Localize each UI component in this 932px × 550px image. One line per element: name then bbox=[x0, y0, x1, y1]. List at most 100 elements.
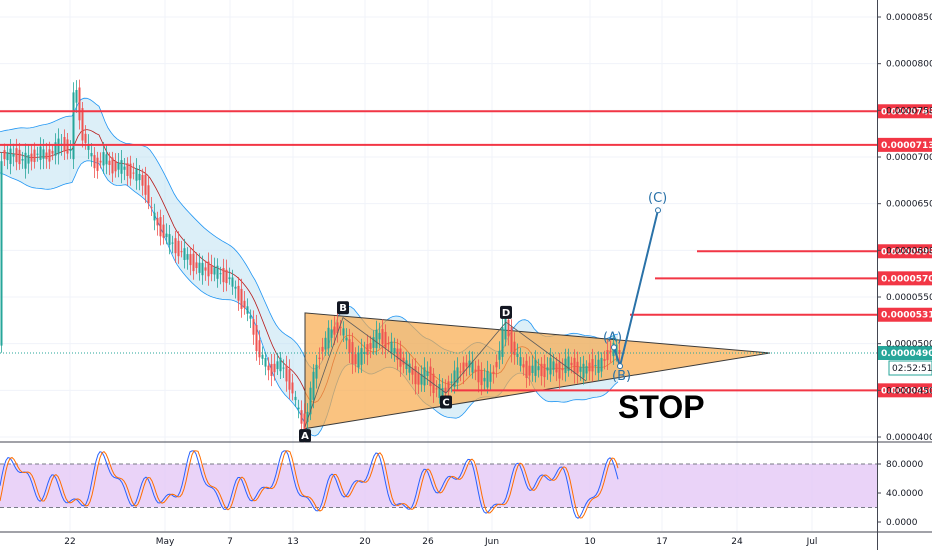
candle-body bbox=[204, 267, 207, 271]
candle-body bbox=[402, 357, 405, 365]
candle-body bbox=[162, 224, 165, 238]
osc-tick-label: 40.0000 bbox=[886, 489, 923, 499]
wave-point-b[interactable] bbox=[337, 301, 349, 315]
candle-body bbox=[513, 341, 516, 355]
candle-body bbox=[618, 350, 621, 354]
candle-body bbox=[240, 288, 243, 309]
candle-body bbox=[0, 161, 3, 346]
candle-body bbox=[516, 353, 519, 357]
candle-body bbox=[72, 92, 75, 160]
horizontal-levels[interactable]: 0.0000749 0.0000713 0.0000599 0.0000570 0.00… bbox=[0, 104, 932, 398]
candle-body bbox=[357, 352, 360, 368]
candle-body bbox=[498, 350, 501, 360]
candle-body bbox=[9, 148, 12, 164]
candle-body bbox=[51, 150, 54, 154]
candle-body bbox=[603, 359, 606, 361]
candle-body bbox=[333, 326, 336, 335]
candle-body bbox=[15, 148, 18, 163]
candle-body bbox=[120, 160, 123, 174]
date-tick-label: 20 bbox=[359, 537, 371, 547]
level-badge bbox=[878, 271, 932, 286]
price-tick-label: 0.0000450 bbox=[886, 386, 932, 396]
candle-body bbox=[483, 377, 486, 382]
candle-body bbox=[582, 363, 585, 378]
level-badge bbox=[878, 307, 932, 322]
candle-body bbox=[3, 150, 6, 160]
candle-body bbox=[219, 273, 222, 275]
candle-body bbox=[105, 154, 108, 165]
candle-body bbox=[216, 265, 219, 279]
projection-point bbox=[611, 344, 617, 351]
candle-body bbox=[24, 152, 27, 169]
candle-body bbox=[540, 363, 543, 377]
price-tick-label: 0.0000850 bbox=[886, 13, 932, 23]
candle-body bbox=[243, 300, 246, 308]
date-tick-label: May bbox=[156, 537, 175, 547]
candle-body bbox=[228, 277, 231, 280]
level-badge bbox=[878, 383, 932, 398]
candle-body bbox=[93, 155, 96, 169]
candle-body bbox=[108, 160, 111, 165]
level-badge-label: 0.0000450 bbox=[881, 386, 932, 396]
candle-body bbox=[138, 173, 141, 181]
wave-point-c[interactable] bbox=[440, 395, 452, 409]
candle-body bbox=[300, 410, 303, 424]
candle-body bbox=[543, 363, 546, 378]
candle-body bbox=[258, 340, 261, 358]
candle-body bbox=[276, 361, 279, 370]
candle-body bbox=[381, 329, 384, 345]
candle-body bbox=[282, 367, 285, 369]
candle-body bbox=[6, 152, 9, 161]
candle-body bbox=[180, 251, 183, 253]
candle-body bbox=[525, 360, 528, 378]
candle-body bbox=[339, 326, 342, 329]
osc-tick-label: 0.0000 bbox=[886, 518, 918, 528]
candle-body bbox=[588, 362, 591, 372]
candle-body bbox=[264, 358, 267, 367]
date-axis[interactable]: 22 May 7 13 20 26 Jun 10 17 24 Jul bbox=[64, 537, 817, 547]
current-price-badge bbox=[878, 346, 932, 360]
candle-body bbox=[312, 371, 315, 400]
candle-body bbox=[249, 315, 252, 319]
osc-band-fill bbox=[0, 464, 877, 508]
wave-point-d[interactable] bbox=[500, 305, 512, 319]
candle-body bbox=[354, 354, 357, 365]
candle-body bbox=[453, 370, 456, 387]
candle-body bbox=[591, 359, 594, 372]
price-tick-label: 0.0000800 bbox=[886, 60, 932, 70]
wave-point-label: A bbox=[301, 431, 309, 442]
candle-body bbox=[534, 359, 537, 376]
candle-body bbox=[330, 329, 333, 338]
candle-body bbox=[576, 361, 579, 374]
projection-point bbox=[617, 363, 623, 370]
price-axis[interactable]: 0.0000850 0.0000800 0.0000750 0.0000700 0.00… bbox=[877, 13, 932, 443]
candle-body bbox=[90, 153, 93, 157]
level-badge-label: 0.0000531 bbox=[881, 311, 932, 321]
wave-path bbox=[304, 316, 587, 427]
candle-body bbox=[117, 163, 120, 170]
candle-body bbox=[153, 212, 156, 221]
candle-body bbox=[186, 254, 189, 260]
candle-body bbox=[435, 388, 438, 390]
candle-body bbox=[81, 108, 84, 141]
date-tick-label: 7 bbox=[227, 537, 233, 547]
stoch-d-line bbox=[0, 450, 619, 519]
candle-body bbox=[480, 370, 483, 386]
candle-body bbox=[414, 366, 417, 385]
candle-body bbox=[84, 133, 87, 143]
level-badge bbox=[878, 104, 932, 119]
wave-point-a[interactable] bbox=[299, 429, 311, 443]
date-tick-label: 22 bbox=[64, 537, 75, 547]
candle-body bbox=[78, 87, 81, 121]
candle-body bbox=[444, 387, 447, 393]
candle-body bbox=[411, 368, 414, 375]
candle-body bbox=[252, 319, 255, 335]
candle-body bbox=[21, 159, 24, 161]
level-badge-label: 0.0000749 bbox=[881, 107, 932, 117]
candle-body bbox=[504, 316, 507, 340]
elliott-wave-labels[interactable]: A B C D (A) (B) (C) bbox=[299, 191, 667, 443]
candle-body bbox=[489, 373, 492, 382]
stoch-k-line bbox=[0, 450, 619, 519]
